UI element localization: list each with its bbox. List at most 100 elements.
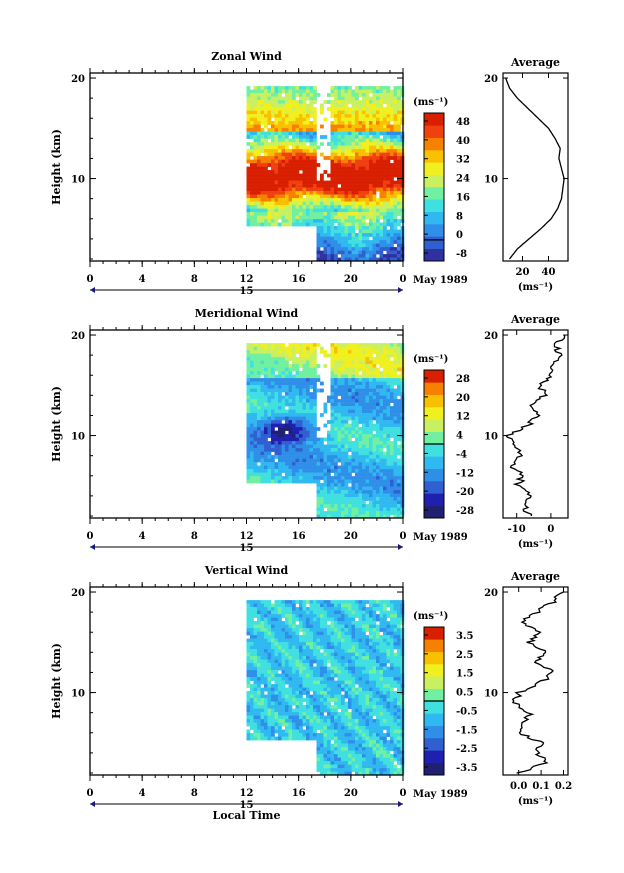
y-tick-label: 10: [71, 175, 85, 186]
colorbar-tick-label: 24: [456, 174, 470, 185]
x-tick-label: 0: [87, 531, 94, 542]
profile-line: [511, 591, 564, 774]
colorbar-segment: [424, 481, 444, 494]
colorbar-segment: [424, 113, 444, 126]
colorbar-tick-label: -12: [456, 468, 474, 479]
colorbar-tick-label: -1.5: [456, 725, 478, 736]
colorbar-segment: [424, 419, 444, 432]
date-label: 15: [240, 286, 254, 297]
profile-frame: [502, 329, 569, 519]
colorbar-segment: [424, 236, 444, 249]
x-tick-label: 4: [139, 531, 146, 542]
colorbar-segment: [424, 456, 444, 469]
month-label: May 1989: [413, 532, 468, 543]
profile-title: Average: [510, 570, 560, 583]
colorbar-segment: [424, 505, 444, 519]
date-arrow-right: [398, 544, 403, 550]
profile-y-label: 20: [484, 74, 498, 85]
colorbar-segment: [424, 187, 444, 200]
colorbar-frame: [423, 112, 445, 262]
profile-y-label: 20: [484, 588, 498, 599]
profile-frame: [502, 72, 569, 262]
colorbar-segment: [424, 701, 444, 714]
colorbar-segment: [424, 162, 444, 175]
colorbar-tick-label: 16: [456, 192, 470, 203]
heatmap: [246, 86, 405, 262]
colorbar-tick-label: 20: [456, 393, 470, 404]
colorbar-segment: [424, 676, 444, 689]
date-arrow-left: [90, 287, 95, 293]
x-tick-label: 0: [87, 788, 94, 799]
profile-y-label: 20: [484, 331, 498, 342]
profile-line: [504, 77, 565, 260]
month-label: May 1989: [413, 789, 468, 800]
colorbar-unit: (ms⁻¹): [413, 97, 448, 108]
date-arrow-left: [90, 544, 95, 550]
date-label: 15: [240, 543, 254, 554]
y-tick-label: 20: [71, 74, 85, 85]
colorbar-segment: [424, 627, 444, 640]
profile-y-label: 10: [484, 175, 498, 186]
date-arrow-right: [398, 801, 403, 807]
y-axis-label: Height (km): [50, 643, 63, 719]
x-tick-label: 20: [344, 274, 358, 285]
y-axis-label: Height (km): [50, 386, 63, 462]
x-tick-label: 4: [139, 274, 146, 285]
colorbar-segment: [424, 444, 444, 457]
heatmap: [246, 600, 405, 776]
colorbar-segment: [424, 150, 444, 163]
colorbar-tick-label: -2.5: [456, 744, 478, 755]
colorbar-segment: [424, 713, 444, 726]
colorbar-segment: [424, 394, 444, 408]
colorbar-tick-label: 0.5: [456, 688, 473, 699]
date-label: 15: [240, 800, 254, 811]
colorbar-segment: [424, 407, 444, 420]
y-axis-label: Height (km): [50, 129, 63, 205]
colorbar-segment: [424, 248, 444, 262]
colorbar-tick-label: 28: [456, 374, 470, 385]
x-tick-label: 0: [400, 788, 407, 799]
colorbar-segment: [424, 431, 444, 445]
colorbar-segment: [424, 174, 444, 188]
colorbar-segment: [424, 750, 444, 763]
colorbar-tick-label: 1.5: [456, 669, 473, 680]
colorbar-segment: [424, 762, 444, 776]
panel-title: Vertical Wind: [204, 564, 289, 577]
profile-unit: (ms⁻¹): [518, 282, 553, 293]
x-tick-label: 16: [292, 788, 306, 799]
colorbar-segment: [424, 493, 444, 506]
profile-frame: [502, 586, 569, 776]
colorbar-segment: [424, 199, 444, 212]
x-tick-label: 4: [139, 788, 146, 799]
colorbar-segment: [424, 125, 444, 138]
profile-unit: (ms⁻¹): [518, 539, 553, 550]
profile-x-label: 40: [542, 267, 556, 278]
profile-x-label: 0.1: [532, 781, 549, 792]
heatmap: [246, 343, 405, 519]
colorbar-tick-label: 2.5: [456, 650, 473, 661]
colorbar-segment: [424, 639, 444, 652]
colorbar-tick-label: -20: [456, 487, 474, 498]
x-tick-label: 12: [240, 274, 254, 285]
x-tick-label: 20: [344, 531, 358, 542]
profile-line: [504, 335, 566, 517]
colorbar-segment: [424, 224, 444, 237]
colorbar-unit: (ms⁻¹): [413, 611, 448, 622]
colorbar-tick-label: 0: [456, 230, 463, 241]
date-arrow-left: [90, 801, 95, 807]
x-tick-label: 8: [191, 274, 198, 285]
colorbar-tick-label: -4: [456, 449, 467, 460]
profile-title: Average: [510, 313, 560, 326]
panel-2: Meridional Wind 10 20 Height (km) 0 4 8 12 16 20 0…: [50, 307, 569, 554]
y-tick-label: 20: [71, 588, 85, 599]
colorbar-tick-label: 12: [456, 412, 470, 423]
colorbar-segment: [424, 651, 444, 665]
date-arrow-right: [398, 287, 403, 293]
colorbar-tick-label: -28: [456, 506, 474, 517]
panel-3: Vertical Wind 10 20 Height (km) 0 4 8 12 16 20 0 15…: [50, 564, 572, 822]
x-tick-label: 12: [240, 788, 254, 799]
colorbar-tick-label: 3.5: [456, 631, 473, 642]
profile-y-label: 10: [484, 689, 498, 700]
